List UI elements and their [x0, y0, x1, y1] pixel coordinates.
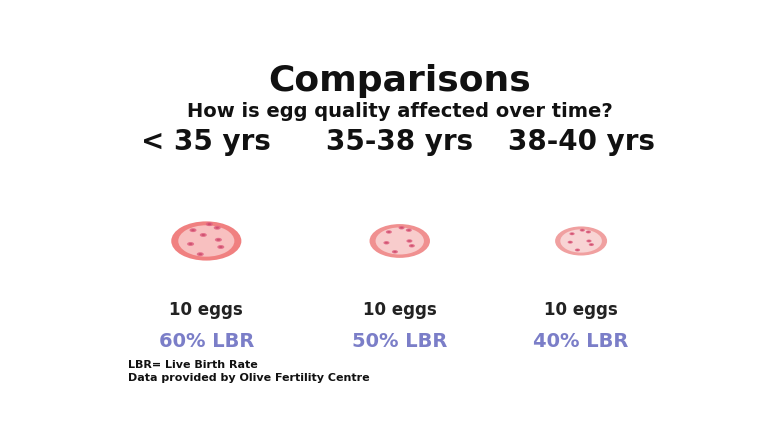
Text: LBR= Live Birth Rate: LBR= Live Birth Rate	[128, 360, 257, 370]
Circle shape	[207, 224, 211, 226]
Circle shape	[568, 241, 573, 244]
Circle shape	[376, 228, 424, 255]
Circle shape	[392, 251, 398, 254]
Circle shape	[187, 243, 194, 247]
Circle shape	[580, 229, 585, 232]
Text: < 35 yrs: < 35 yrs	[141, 128, 271, 156]
Circle shape	[385, 242, 388, 244]
Text: 38-40 yrs: 38-40 yrs	[508, 128, 654, 156]
Text: 10 eggs: 10 eggs	[169, 300, 243, 318]
Text: How is egg quality affected over time?: How is egg quality affected over time?	[187, 102, 612, 121]
Circle shape	[589, 244, 594, 247]
Circle shape	[191, 230, 195, 232]
Circle shape	[197, 253, 204, 257]
Circle shape	[555, 227, 607, 256]
Circle shape	[200, 233, 207, 237]
Circle shape	[206, 223, 213, 226]
Circle shape	[587, 241, 590, 242]
Text: Comparisons: Comparisons	[268, 64, 531, 98]
Circle shape	[179, 226, 234, 257]
Circle shape	[388, 232, 390, 233]
Text: 40% LBR: 40% LBR	[534, 332, 629, 350]
Circle shape	[215, 238, 222, 242]
Circle shape	[586, 231, 591, 234]
Text: 60% LBR: 60% LBR	[158, 332, 254, 350]
Circle shape	[190, 229, 197, 233]
Circle shape	[406, 229, 412, 232]
Circle shape	[409, 244, 415, 248]
Circle shape	[399, 226, 405, 230]
Circle shape	[560, 230, 602, 253]
Circle shape	[407, 230, 410, 231]
Circle shape	[410, 245, 413, 247]
Circle shape	[370, 225, 430, 258]
Text: 35-38 yrs: 35-38 yrs	[326, 128, 473, 156]
Circle shape	[406, 240, 413, 243]
Circle shape	[199, 254, 202, 256]
Circle shape	[384, 241, 389, 245]
Circle shape	[587, 232, 590, 233]
Circle shape	[569, 242, 572, 244]
Text: Data provided by Olive Fertility Centre: Data provided by Olive Fertility Centre	[128, 372, 370, 382]
Circle shape	[576, 250, 579, 251]
Circle shape	[400, 227, 403, 229]
Circle shape	[575, 249, 580, 252]
Circle shape	[569, 233, 575, 236]
Circle shape	[571, 233, 573, 235]
Circle shape	[218, 245, 225, 249]
Circle shape	[587, 240, 591, 243]
Circle shape	[201, 234, 205, 237]
Circle shape	[219, 247, 222, 248]
Circle shape	[590, 244, 593, 246]
Circle shape	[189, 244, 193, 245]
Circle shape	[386, 231, 392, 234]
Text: 50% LBR: 50% LBR	[352, 332, 448, 350]
Text: 10 eggs: 10 eggs	[544, 300, 618, 318]
Circle shape	[215, 227, 219, 229]
Text: 10 eggs: 10 eggs	[363, 300, 437, 318]
Circle shape	[408, 240, 411, 242]
Circle shape	[217, 239, 220, 241]
Circle shape	[172, 222, 241, 261]
Circle shape	[214, 226, 221, 230]
Circle shape	[393, 251, 396, 253]
Circle shape	[581, 230, 583, 231]
